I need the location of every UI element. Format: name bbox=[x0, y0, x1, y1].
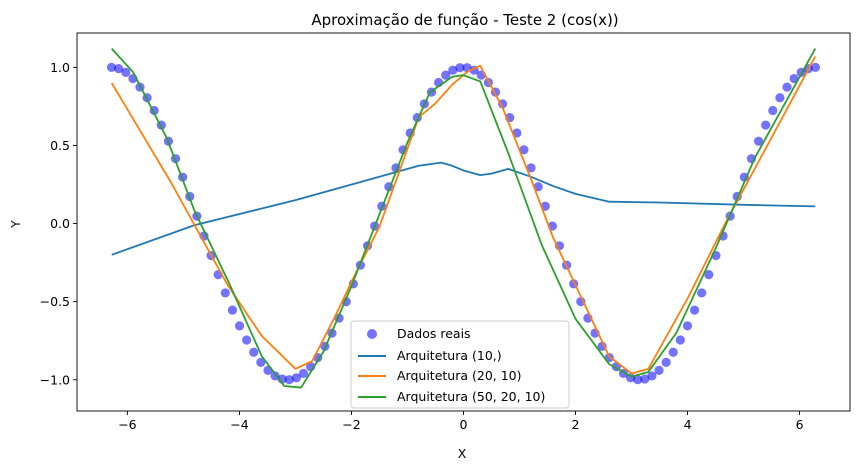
x-axis-title: X bbox=[458, 446, 467, 461]
y-axis-title: Y bbox=[8, 220, 23, 229]
scatter-point bbox=[597, 341, 607, 351]
scatter-point bbox=[810, 62, 821, 72]
scatter-point bbox=[775, 93, 785, 103]
x-tick-label: −4 bbox=[230, 417, 248, 432]
series-line-1 bbox=[110, 56, 817, 375]
scatter-point bbox=[114, 64, 124, 74]
y-tick-label: −1.0 bbox=[40, 372, 70, 387]
legend-label-arq-50-20-10: Arquitetura (50, 20, 10) bbox=[397, 389, 545, 404]
x-tick-label: 6 bbox=[796, 417, 804, 432]
scatter-point bbox=[697, 288, 707, 298]
scatter-point bbox=[633, 375, 643, 385]
scatter-point bbox=[249, 347, 259, 357]
legend-label-arq-20-10: Arquitetura (20, 10) bbox=[397, 368, 522, 383]
x-tick-label: −2 bbox=[342, 417, 360, 432]
chart-title: Aproximação de função - Teste 2 (cos(x)) bbox=[311, 11, 618, 29]
scatter-point bbox=[234, 321, 245, 331]
x-tick-label: 4 bbox=[684, 417, 692, 432]
series-line-2 bbox=[111, 48, 817, 389]
scatter-point bbox=[526, 163, 536, 173]
scatter-point bbox=[298, 368, 309, 379]
scatter-point bbox=[704, 270, 714, 280]
series-line-0 bbox=[111, 161, 816, 256]
scatter-point bbox=[675, 335, 685, 345]
legend-marker-dados-reais bbox=[367, 329, 377, 339]
scatter-point bbox=[647, 371, 657, 381]
legend: Dados reais Arquitetura (10,) Arquitetur… bbox=[350, 320, 570, 409]
y-tick-label: −0.5 bbox=[40, 294, 70, 309]
scatter-point bbox=[455, 63, 465, 73]
scatter-point bbox=[768, 105, 778, 116]
x-axis: −6 −4 −2 0 2 4 6 bbox=[118, 411, 804, 432]
y-axis: −1.0 −0.5 0.0 0.5 1.0 bbox=[40, 60, 77, 387]
x-tick-label: 0 bbox=[460, 417, 468, 432]
x-tick-label: −6 bbox=[118, 417, 136, 432]
scatter-point bbox=[448, 65, 458, 75]
legend-label-arq-10: Arquitetura (10,) bbox=[397, 348, 502, 363]
scatter-point bbox=[291, 373, 302, 383]
legend-box bbox=[350, 320, 570, 409]
scatter-point bbox=[682, 321, 693, 331]
y-tick-label: 0.0 bbox=[50, 216, 70, 231]
scatter-point bbox=[661, 357, 671, 367]
scatter-point bbox=[533, 182, 543, 192]
scatter-point bbox=[242, 335, 252, 345]
scatter-point bbox=[689, 305, 700, 315]
scatter-point bbox=[227, 305, 238, 315]
scatter-point bbox=[668, 347, 678, 357]
scatter-point bbox=[654, 365, 664, 375]
scatter-point bbox=[753, 136, 764, 146]
scatter-point bbox=[519, 145, 529, 155]
legend-label-dados-reais: Dados reais bbox=[397, 326, 471, 341]
scatter-point bbox=[256, 357, 266, 367]
scatter-point bbox=[441, 70, 451, 80]
scatter-point bbox=[640, 374, 650, 384]
scatter-point bbox=[761, 120, 771, 130]
scatter-point bbox=[782, 82, 792, 92]
y-tick-label: 1.0 bbox=[50, 60, 70, 75]
scatter-point bbox=[121, 67, 131, 77]
scatter-point bbox=[284, 375, 294, 385]
scatter-point bbox=[220, 288, 230, 298]
x-tick-label: 2 bbox=[572, 417, 580, 432]
y-tick-label: 0.5 bbox=[50, 138, 70, 153]
scatter-point bbox=[106, 62, 117, 72]
